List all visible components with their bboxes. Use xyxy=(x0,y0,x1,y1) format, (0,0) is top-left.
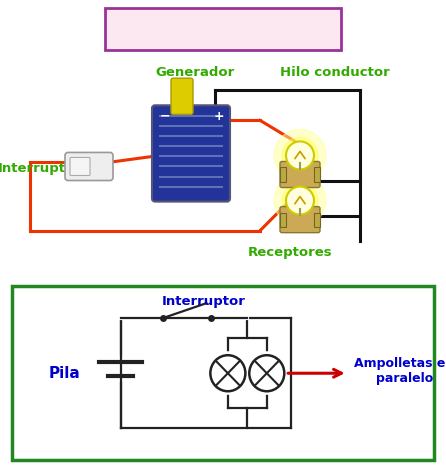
Circle shape xyxy=(274,175,326,227)
Circle shape xyxy=(282,138,318,174)
FancyBboxPatch shape xyxy=(70,157,90,176)
Circle shape xyxy=(286,141,314,169)
Bar xyxy=(314,212,320,227)
FancyBboxPatch shape xyxy=(152,105,230,202)
Circle shape xyxy=(209,354,246,392)
Circle shape xyxy=(286,187,314,215)
Text: Interruptor: Interruptor xyxy=(0,162,82,175)
FancyBboxPatch shape xyxy=(65,153,113,181)
Text: Circuito en paralelo: Circuito en paralelo xyxy=(132,22,314,41)
FancyBboxPatch shape xyxy=(12,286,434,461)
Circle shape xyxy=(282,183,318,219)
Bar xyxy=(314,168,320,182)
Text: Interruptor: Interruptor xyxy=(161,295,245,307)
FancyBboxPatch shape xyxy=(171,78,193,114)
Text: Hilo conductor: Hilo conductor xyxy=(280,66,390,79)
Text: −: − xyxy=(160,110,170,123)
Circle shape xyxy=(248,354,285,392)
Bar xyxy=(280,212,286,227)
Text: +: + xyxy=(214,110,224,123)
FancyBboxPatch shape xyxy=(280,161,320,188)
FancyBboxPatch shape xyxy=(105,8,341,50)
Text: Generador: Generador xyxy=(155,66,235,79)
Text: Ampolletas en
paralelo: Ampolletas en paralelo xyxy=(355,357,446,385)
Circle shape xyxy=(274,129,326,182)
Bar xyxy=(280,168,286,182)
Circle shape xyxy=(211,355,245,391)
Circle shape xyxy=(249,355,284,391)
Text: Pila: Pila xyxy=(49,366,80,381)
Text: Receptores: Receptores xyxy=(248,246,332,259)
FancyBboxPatch shape xyxy=(280,206,320,233)
